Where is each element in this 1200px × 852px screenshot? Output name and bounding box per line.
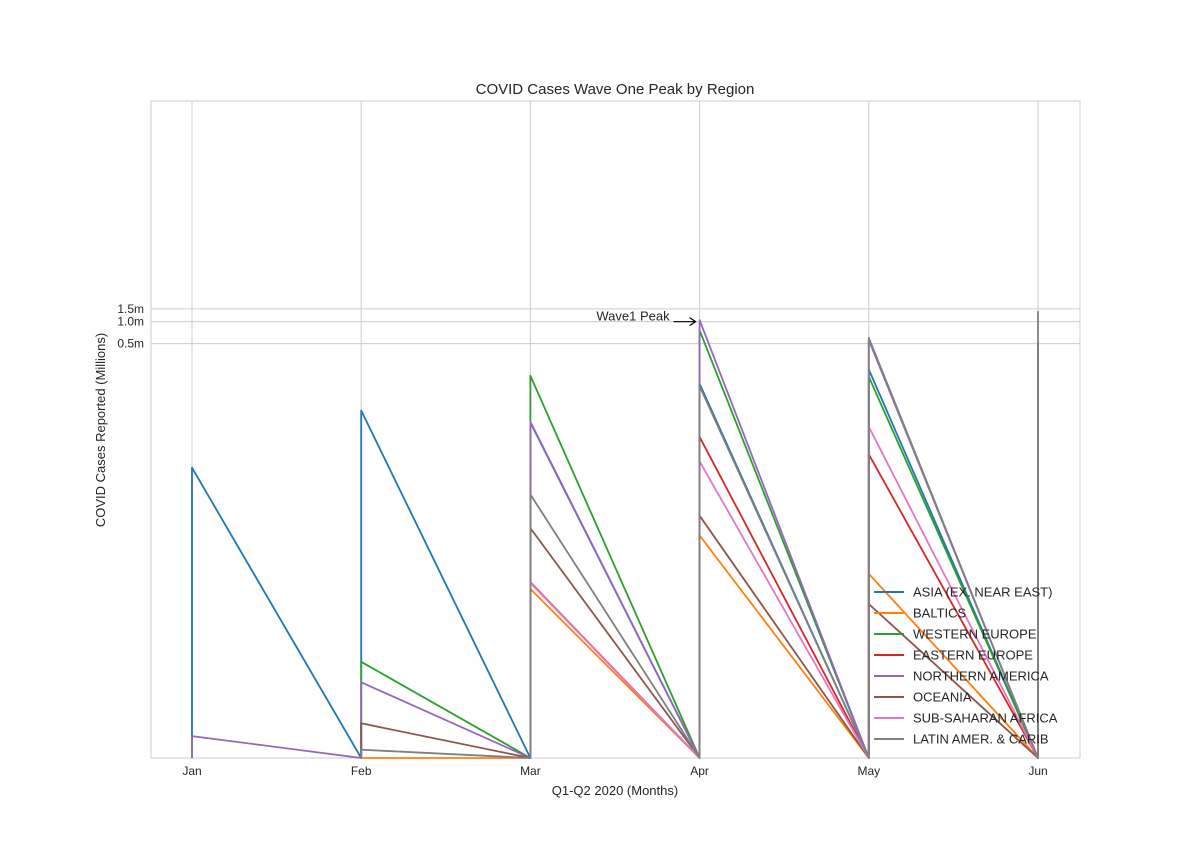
- series-layer: [191, 311, 1039, 759]
- annotation-layer: Wave1 Peak: [596, 309, 697, 327]
- x-tick-label-mar: Mar: [520, 764, 541, 778]
- series-line-7: [360, 311, 1039, 759]
- series-line-6: [529, 399, 1039, 759]
- x-tick-label-may: May: [857, 764, 880, 778]
- chart-title: COVID Cases Wave One Peak by Region: [476, 81, 755, 98]
- legend: ASIA (EX. NEAR EAST) BALTICS WESTERN EUROP…: [874, 585, 1058, 747]
- tick-layer: Jan Feb Mar Apr May Jun 0.5m 1.0m1.5m: [117, 302, 1047, 778]
- legend-label: NORTHERN AMERICA: [913, 669, 1049, 684]
- annotation-label: Wave1 Peak: [596, 309, 670, 324]
- x-tick-label-feb: Feb: [351, 764, 372, 778]
- x-tick-label-jun: Jun: [1028, 764, 1047, 778]
- x-tick-label-apr: Apr: [690, 764, 709, 778]
- legend-label: LATIN AMER. & CARIB: [913, 732, 1049, 747]
- legend-label: EASTERN EUROPE: [913, 648, 1033, 663]
- legend-label: WESTERN EUROPE: [913, 627, 1037, 642]
- y-tick-label: 1.0m: [117, 315, 144, 329]
- x-axis-label: Q1-Q2 2020 (Months): [552, 783, 678, 798]
- legend-label: BALTICS: [913, 606, 967, 621]
- annotation-arrow-head: [689, 317, 697, 327]
- y-tick-label: 1.5m: [117, 302, 144, 316]
- legend-label: SUB-SAHARAN AFRICA: [913, 711, 1058, 726]
- legend-label: ASIA (EX. NEAR EAST): [913, 585, 1052, 600]
- legend-label: OCEANIA: [913, 690, 972, 705]
- y-tick-label: 0.5m: [117, 337, 144, 351]
- x-tick-label-jan: Jan: [182, 764, 201, 778]
- y-axis-label: COVID Cases Reported (Millions): [93, 333, 108, 527]
- plot-area-frame: [150, 100, 1081, 759]
